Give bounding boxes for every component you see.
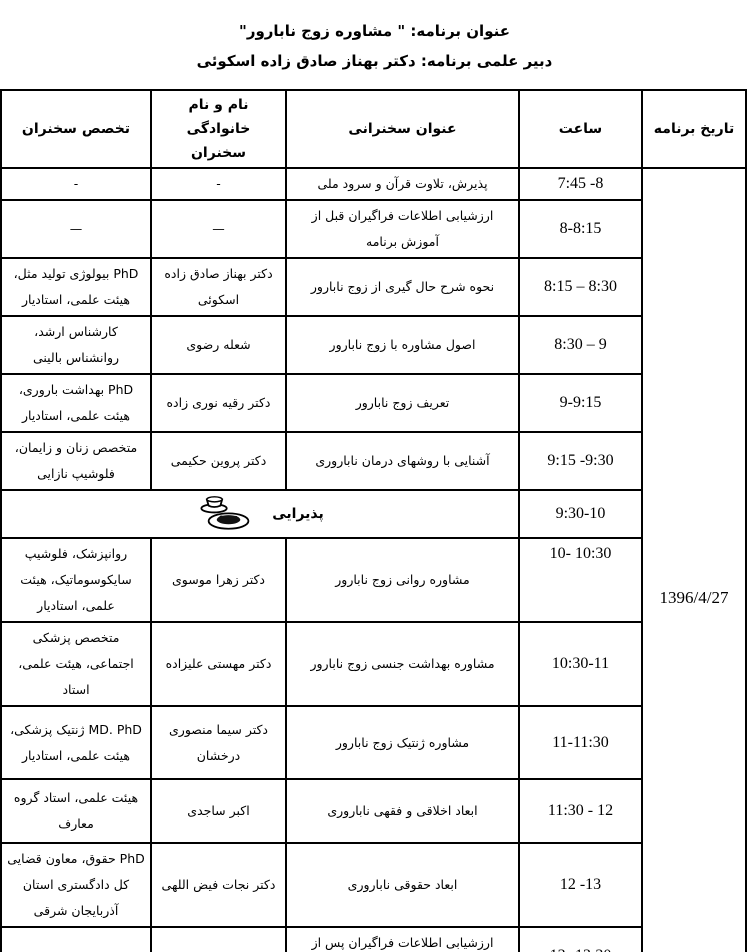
- table-row: 8-8:15 ارزشیابی اطلاعات فراگیران قبل از …: [0, 199, 746, 259]
- table-row-refreshments: 9:30-10 پذیرایی: [0, 489, 746, 539]
- title-block: عنوان برنامه: " مشاوره زوج نابارور" دبیر…: [0, 0, 749, 76]
- specialty-cell: -: [0, 167, 152, 201]
- topic-cell: ابعاد حقوقی ناباروری: [285, 842, 520, 928]
- name-cell: دکتر پروین حکیمی: [150, 431, 287, 491]
- time-cell: 9:15 -9:30: [518, 431, 643, 491]
- topic-cell: ارزشیابی اطلاعات فراگیران قبل از آموزش ب…: [285, 199, 520, 259]
- program-date-cell: 1396/4/27: [641, 167, 747, 952]
- table-row: 13- 13:30 ارزشیابی اطلاعات فراگیران پس ا…: [0, 926, 746, 952]
- name-cell: دکتر بهناز صادق زاده اسکوئی: [150, 257, 287, 317]
- table-row: 11-11:30 مشاوره ژنتیک زوج نابارور دکتر س…: [0, 705, 746, 780]
- name-cell: دکتر مهستی علیزاده: [150, 621, 287, 707]
- header-name: نام و نام خانوادگی سخنران: [150, 89, 287, 169]
- specialty-cell: —: [0, 199, 152, 259]
- name-cell: شعله رضوی: [150, 315, 287, 375]
- time-cell: 10- 10:30: [518, 537, 643, 623]
- table-row: 8:15 – 8:30 نحوه شرح حال گیری از زوج ناب…: [0, 257, 746, 317]
- time-cell: 8:15 – 8:30: [518, 257, 643, 317]
- teacup-plate-icon: [196, 493, 252, 535]
- name-cell: دکتر زهرا موسوی: [150, 537, 287, 623]
- program-title: عنوان برنامه: " مشاوره زوج نابارور": [239, 22, 510, 40]
- schedule-table: تاریخ برنامه ساعت عنوان سخنرانی نام و نا…: [0, 89, 747, 952]
- name-cell: دکتر رقیه نوری زاده: [150, 373, 287, 433]
- topic-cell: ابعاد اخلاقی و فقهی ناباروری: [285, 778, 520, 844]
- specialty-cell: روانپزشک، فلوشیپ سایکوسوماتیک، هیئت علمی…: [0, 537, 152, 623]
- time-cell: 7:45 -8: [518, 167, 643, 201]
- table-row: 10- 10:30 مشاوره روانی زوج نابارور دکتر …: [0, 537, 746, 623]
- topic-cell: مشاوره ژنتیک زوج نابارور: [285, 705, 520, 780]
- refreshments-cell: پذیرایی: [0, 489, 520, 539]
- specialty-cell: PhD بیولوژی تولید مثل، هیئت علمی، استادی…: [0, 257, 152, 317]
- refreshments-label: پذیرایی: [272, 506, 324, 522]
- specialty-cell: MD. PhD ژنتیک پزشکی، هیئت علمی، استادیار: [0, 705, 152, 780]
- time-cell: 9-9:15: [518, 373, 643, 433]
- specialty-cell: متخصص زنان و زایمان، فلوشیپ نازایی: [0, 431, 152, 491]
- time-cell: 8:30 – 9: [518, 315, 643, 375]
- topic-cell: آشنایی با روشهای درمان ناباروری: [285, 431, 520, 491]
- time-cell: 12 -13: [518, 842, 643, 928]
- name-cell: دکتر نجات فیض اللهی: [150, 842, 287, 928]
- table-row: 8:30 – 9 اصول مشاوره با زوج نابارور شعله…: [0, 315, 746, 375]
- name-cell: —: [150, 926, 287, 952]
- program-secretary: دبیر علمی برنامه: دکتر بهناز صادق زاده ا…: [196, 52, 553, 70]
- time-cell: 10:30-11: [518, 621, 643, 707]
- header-time: ساعت: [518, 89, 643, 169]
- topic-cell: مشاوره بهداشت جنسی زوج نابارور: [285, 621, 520, 707]
- table-row: 10:30-11 مشاوره بهداشت جنسی زوج نابارور …: [0, 621, 746, 707]
- time-cell: 8-8:15: [518, 199, 643, 259]
- specialty-cell: —: [0, 926, 152, 952]
- specialty-cell: PhD بهداشت باروری، هیئت علمی، استادیار: [0, 373, 152, 433]
- topic-cell: اصول مشاوره با زوج نابارور: [285, 315, 520, 375]
- table-row: 11:30 - 12 ابعاد اخلاقی و فقهی ناباروری …: [0, 778, 746, 844]
- topic-cell: نحوه شرح حال گیری از زوج نابارور: [285, 257, 520, 317]
- topic-cell: ارزشیابی اطلاعات فراگیران پس از آموزش بر…: [285, 926, 520, 952]
- topic-cell: مشاوره روانی زوج نابارور: [285, 537, 520, 623]
- specialty-cell: هیئت علمی، استاد گروه معارف: [0, 778, 152, 844]
- header-row: تاریخ برنامه ساعت عنوان سخنرانی نام و نا…: [0, 89, 747, 169]
- table-row: 9:15 -9:30 آشنایی با روشهای درمان نابارو…: [0, 431, 746, 491]
- time-cell: 11-11:30: [518, 705, 643, 780]
- name-cell: اکبر ساجدی: [150, 778, 287, 844]
- header-topic: عنوان سخنرانی: [285, 89, 520, 169]
- table-row: 9-9:15 تعریف زوج نابارور دکتر رقیه نوری …: [0, 373, 746, 433]
- table-row: 12 -13 ابعاد حقوقی ناباروری دکتر نجات فی…: [0, 842, 746, 928]
- name-cell: —: [150, 199, 287, 259]
- time-cell: 9:30-10: [518, 489, 643, 539]
- name-cell: دکتر سیما منصوری درخشان: [150, 705, 287, 780]
- time-cell: 11:30 - 12: [518, 778, 643, 844]
- header-date: تاریخ برنامه: [641, 89, 747, 169]
- topic-cell: تعریف زوج نابارور: [285, 373, 520, 433]
- name-cell: -: [150, 167, 287, 201]
- header-specialty: تخصص سخنران: [0, 89, 152, 169]
- specialty-cell: PhD حقوق، معاون قضایی کل دادگستری استان …: [0, 842, 152, 928]
- topic-cell: پذیرش، تلاوت قرآن و سرود ملی: [285, 167, 520, 201]
- specialty-cell: کارشناس ارشد، روانشناس بالینی: [0, 315, 152, 375]
- specialty-cell: متخصص پزشکی اجتماعی، هیئت علمی، استاد: [0, 621, 152, 707]
- table-row: 1396/4/27 7:45 -8 پذیرش، تلاوت قرآن و سر…: [0, 167, 747, 952]
- time-cell: 13- 13:30: [518, 926, 643, 952]
